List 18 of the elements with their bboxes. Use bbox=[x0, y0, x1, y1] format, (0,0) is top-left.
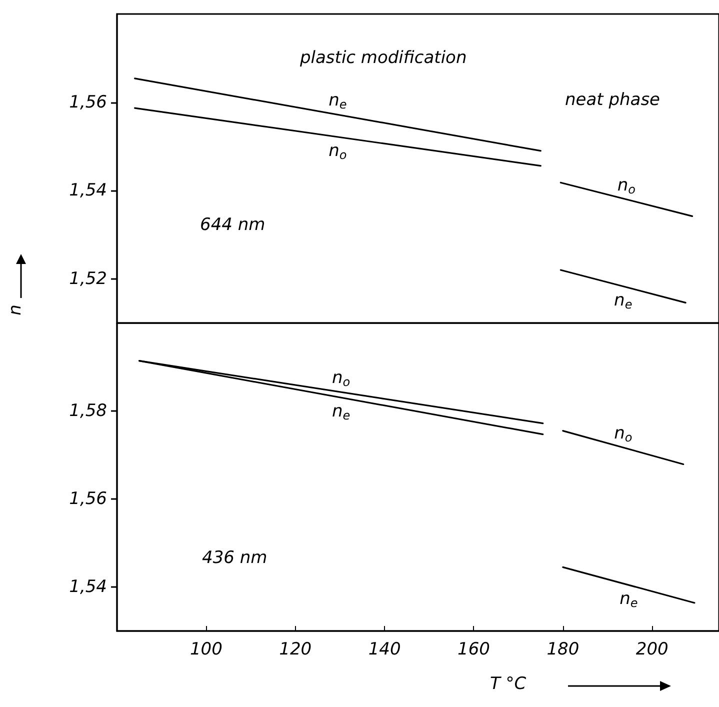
x-tick-label: 200 bbox=[636, 640, 668, 660]
y-tick-label: 1,54 bbox=[69, 180, 107, 201]
y-tick-label: 1,54 bbox=[69, 577, 107, 597]
annotation: 436 nm bbox=[202, 548, 268, 568]
annotation: neat phase bbox=[565, 90, 660, 110]
y-tick-label: 1,52 bbox=[69, 268, 107, 289]
annotation: 644 nm bbox=[200, 215, 266, 235]
x-tick-label: 100 bbox=[190, 640, 222, 660]
x-tick-label: 120 bbox=[279, 640, 312, 660]
x-tick-label: 140 bbox=[368, 640, 401, 660]
y-axis-title: n bbox=[5, 304, 26, 316]
annotation: plastic modification bbox=[300, 48, 467, 68]
x-tick-label: 180 bbox=[546, 640, 580, 660]
x-axis-title: T °C bbox=[490, 674, 526, 694]
y-tick-label: 1,58 bbox=[69, 401, 108, 421]
y-tick-label: 1,56 bbox=[69, 489, 108, 509]
x-tick-label: 160 bbox=[458, 640, 490, 660]
y-tick-label: 1,56 bbox=[69, 92, 108, 112]
